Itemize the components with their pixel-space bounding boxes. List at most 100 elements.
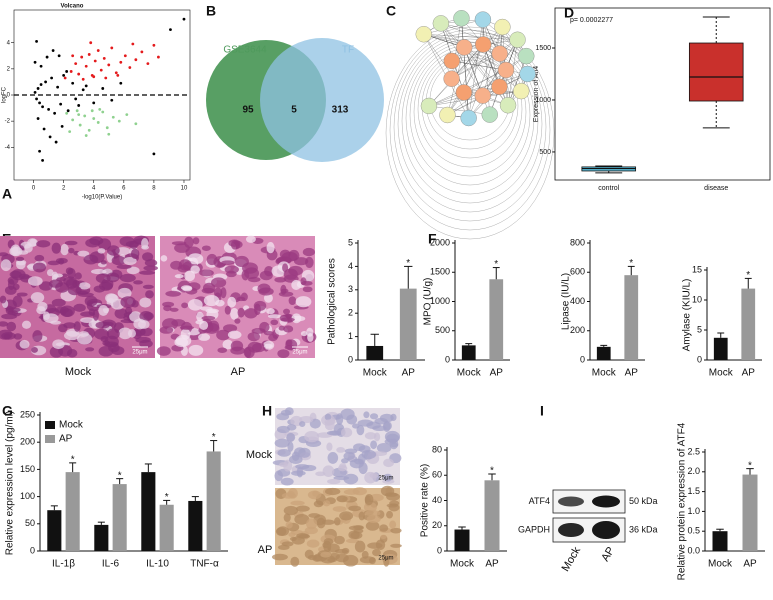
tissue-cell bbox=[376, 442, 392, 453]
tissue-cell bbox=[288, 455, 303, 464]
y-tick-label: 500 bbox=[539, 149, 551, 156]
tissue-cell bbox=[93, 285, 106, 293]
tissue-cell bbox=[192, 237, 200, 245]
venn-set-label: TF bbox=[342, 45, 354, 56]
y-tick-label: 1500 bbox=[430, 267, 450, 277]
tissue-cell bbox=[30, 292, 45, 304]
tissue-cell bbox=[0, 259, 12, 272]
tissue-cell bbox=[133, 318, 146, 330]
tissue-cell bbox=[335, 413, 344, 425]
tissue-cell bbox=[253, 300, 267, 311]
network-node bbox=[456, 39, 473, 56]
point bbox=[84, 134, 88, 137]
tissue-cell bbox=[230, 240, 239, 250]
network-edge bbox=[463, 90, 522, 93]
x-tick-label: Mock bbox=[708, 559, 733, 570]
tissue-cell bbox=[64, 240, 78, 246]
tissue-cell bbox=[324, 413, 332, 421]
tissue-cell bbox=[85, 238, 101, 248]
tissue-cell bbox=[302, 247, 315, 257]
point bbox=[117, 119, 121, 123]
tissue-cell bbox=[285, 521, 293, 529]
network-node bbox=[497, 61, 515, 79]
tissue-cell bbox=[343, 452, 355, 461]
tissue-cell bbox=[327, 543, 340, 553]
y-tick-label: 10 bbox=[692, 294, 702, 304]
x-tick-label: AP bbox=[490, 368, 504, 379]
tissue-cell bbox=[210, 277, 227, 288]
point bbox=[169, 28, 172, 32]
tissue-cell bbox=[306, 539, 320, 548]
tissue-cell bbox=[54, 306, 70, 314]
y-tick-label: 0.0 bbox=[687, 545, 700, 555]
network-edge bbox=[482, 19, 500, 87]
tissue-cell bbox=[107, 245, 120, 256]
tissue-cell bbox=[221, 260, 235, 265]
tissue-cell bbox=[95, 273, 111, 284]
tissue-cell bbox=[83, 254, 99, 265]
tissue-cell bbox=[322, 519, 335, 525]
point bbox=[157, 55, 160, 59]
tissue-cell bbox=[291, 279, 302, 291]
tissue-cell bbox=[266, 242, 275, 254]
tissue-cell bbox=[344, 448, 358, 454]
tissue-cell bbox=[389, 520, 397, 529]
tissue-cell bbox=[95, 321, 110, 329]
box bbox=[688, 42, 744, 102]
y-axis-label: Relative expression level (pg/ml) bbox=[5, 411, 16, 556]
tissue-cell bbox=[274, 438, 290, 448]
point bbox=[50, 76, 54, 80]
tissue-cell bbox=[116, 264, 132, 269]
network-node bbox=[453, 10, 470, 27]
tissue-cell bbox=[379, 524, 389, 532]
point bbox=[83, 114, 87, 118]
tissue-cell bbox=[12, 295, 23, 308]
tissue-cell bbox=[336, 446, 346, 453]
point bbox=[51, 49, 55, 52]
network-edge bbox=[463, 55, 527, 93]
tissue-cell bbox=[274, 470, 283, 482]
tissue-cell bbox=[73, 303, 86, 312]
tissue-cell bbox=[91, 268, 107, 275]
tissue-cell bbox=[367, 542, 383, 549]
x-tick-label: disease bbox=[704, 185, 728, 192]
tissue-cell bbox=[301, 464, 317, 472]
x-tick-label: 6 bbox=[122, 186, 126, 192]
point bbox=[111, 115, 115, 119]
y-tick-label: 2 bbox=[348, 308, 353, 318]
blot-band bbox=[592, 495, 620, 508]
venn-count: 95 bbox=[242, 105, 254, 116]
tissue-cell bbox=[365, 521, 380, 531]
tissue-cell bbox=[174, 337, 189, 348]
tissue-cell bbox=[290, 500, 305, 506]
point bbox=[119, 60, 123, 64]
point bbox=[81, 88, 85, 92]
point bbox=[107, 132, 111, 136]
x-tick-label: AP bbox=[485, 559, 499, 570]
y-tick-label: 20 bbox=[432, 520, 442, 530]
tissue-cell bbox=[174, 274, 184, 279]
bar bbox=[741, 288, 756, 360]
network-edge bbox=[428, 90, 522, 107]
y-axis-label: Pathological scores bbox=[327, 258, 338, 345]
tissue-cell bbox=[257, 283, 271, 294]
point bbox=[48, 135, 52, 139]
tissue-cell bbox=[202, 282, 216, 294]
tissue-cell bbox=[327, 557, 337, 563]
tissue-cell bbox=[288, 265, 303, 276]
tissue-cell bbox=[9, 270, 22, 279]
tissue-cell bbox=[277, 544, 290, 550]
point bbox=[44, 80, 47, 84]
network-node bbox=[513, 82, 530, 100]
network-node bbox=[443, 52, 460, 70]
tissue-cell bbox=[105, 293, 118, 303]
point bbox=[77, 113, 81, 117]
tissue-cell bbox=[277, 349, 290, 359]
tissue-cell bbox=[63, 330, 80, 341]
tissue-cell bbox=[10, 244, 21, 256]
x-tick-label: IL-6 bbox=[102, 559, 120, 570]
tissue-cell bbox=[306, 518, 318, 530]
point bbox=[90, 109, 94, 113]
tissue-cell bbox=[307, 554, 317, 561]
tissue-cell bbox=[183, 236, 194, 249]
